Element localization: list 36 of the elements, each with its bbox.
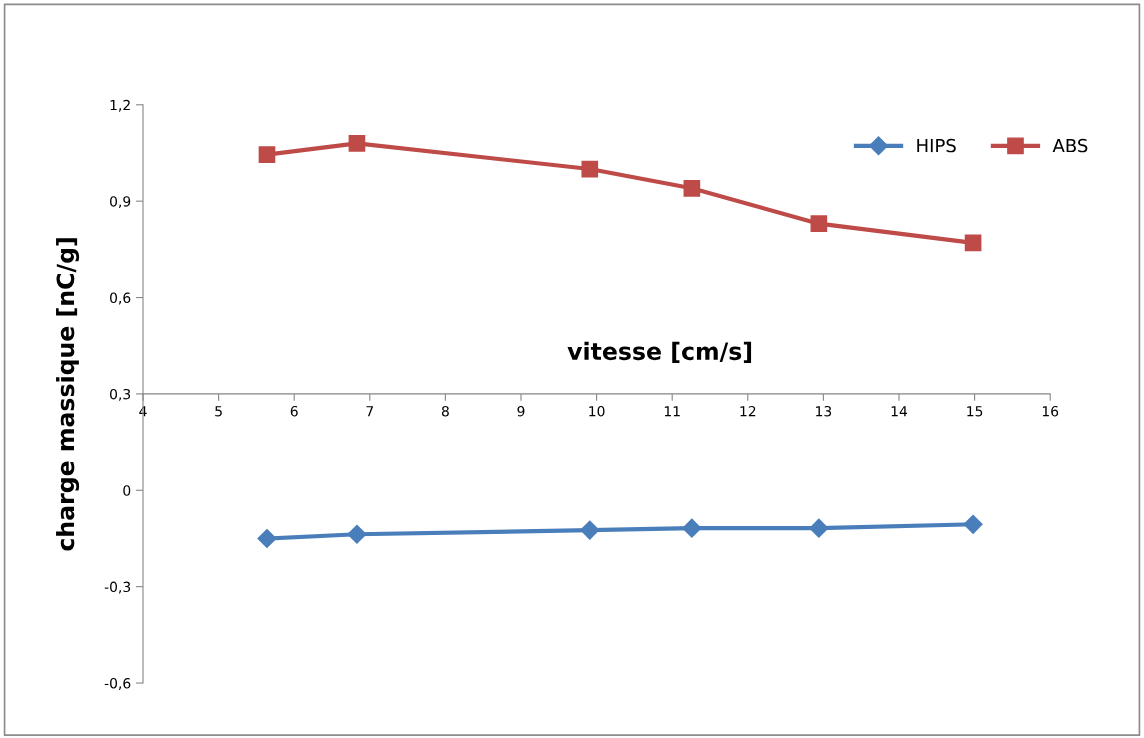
x-tick-label: 11 (664, 406, 680, 417)
y-tick-label: -0,3 (104, 581, 131, 594)
x-tick-label: 16 (1042, 405, 1059, 417)
point (257, 528, 277, 548)
x-tick-label: 9 (517, 405, 525, 417)
x-tick-label: 6 (290, 405, 298, 417)
point (809, 518, 829, 538)
point (810, 215, 828, 232)
point (348, 135, 366, 152)
x-tick-label: 7 (366, 406, 374, 417)
x-tick-label: 5 (215, 406, 222, 417)
x-tick-label: 12 (740, 405, 756, 417)
x-tick-label: 15 (967, 406, 983, 417)
y-tick-label: 0,3 (110, 388, 131, 401)
legend-label: HIPS (917, 138, 956, 153)
x-tick-label: 10 (589, 405, 605, 417)
x-tick-label: 4 (139, 406, 147, 417)
x-tick-label: 14 (891, 406, 908, 417)
x-tick-label: 13 (816, 405, 832, 417)
point (963, 514, 983, 534)
x-axis-title: vitesse [cm/s] (567, 341, 752, 363)
point (683, 179, 701, 197)
y-tick-label: -0,6 (104, 677, 131, 690)
x-tick-label: 8 (441, 405, 449, 417)
point (964, 234, 982, 252)
y-tick-label: 0 (123, 485, 131, 496)
point (347, 524, 367, 544)
point (580, 520, 600, 540)
legend-label: ABS (1052, 138, 1088, 153)
point (682, 518, 702, 538)
y-axis-title: charge massique [nC/g] (56, 238, 80, 551)
point (581, 160, 599, 178)
point (258, 146, 276, 163)
y-tick-label: 0,6 (110, 292, 131, 305)
y-tick-label: 0,9 (110, 196, 131, 209)
y-tick-label: 1,2 (110, 99, 130, 112)
